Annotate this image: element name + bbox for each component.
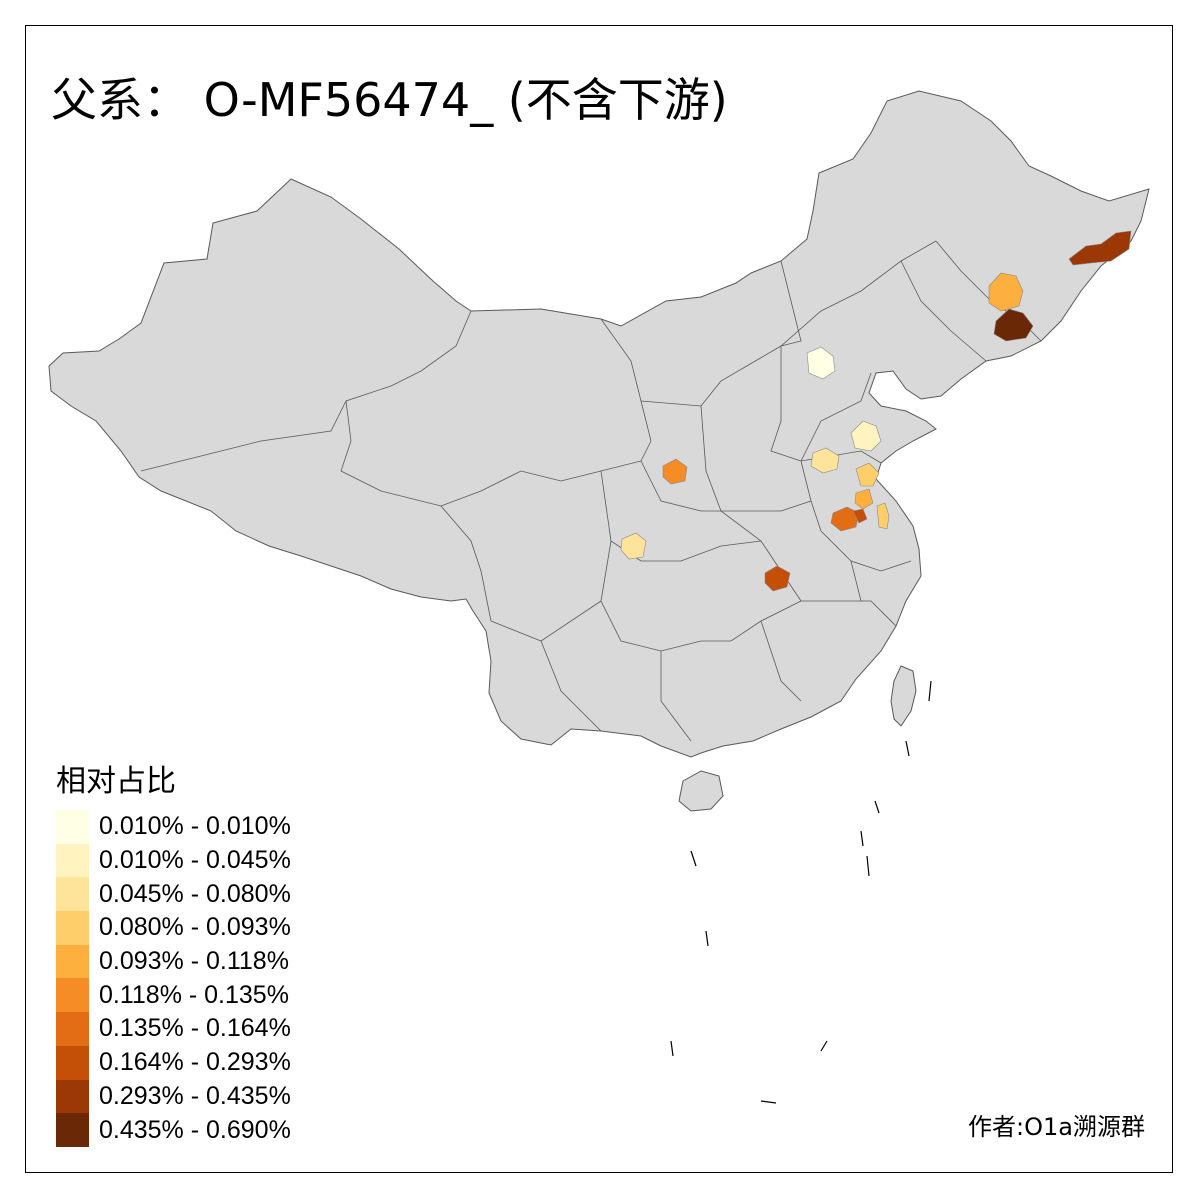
legend: 相对占比 0.010% - 0.010% 0.010% - 0.045% 0.045… [56, 756, 291, 1147]
region-shandong-liaocheng [810, 447, 840, 474]
legend-item: 0.435% - 0.690% [56, 1113, 291, 1147]
hainan [678, 770, 724, 812]
legend-label: 0.135% - 0.164% [99, 1014, 291, 1043]
legend-swatch [56, 877, 89, 912]
region-jiangsu-yangzhou [876, 502, 890, 530]
legend-item: 0.010% - 0.045% [56, 843, 291, 878]
legend-item: 0.135% - 0.164% [56, 1012, 291, 1046]
legend-swatch [56, 1012, 89, 1046]
author-credit: 作者:O1a溯源群 [968, 1113, 1145, 1141]
south-sea-islands [670, 680, 932, 1104]
legend-swatch [56, 1113, 89, 1147]
legend-swatch [56, 810, 89, 844]
legend-item: 0.093% - 0.118% [56, 944, 291, 979]
region-anhui-huaibei [852, 508, 868, 524]
legend-swatch [56, 978, 89, 1013]
legend-item: 0.045% - 0.080% [56, 877, 291, 912]
legend-label: 0.010% - 0.045% [99, 846, 291, 875]
region-jiangsu-xuzhou [855, 462, 880, 487]
legend-label: 0.164% - 0.293% [99, 1048, 291, 1077]
legend-label: 0.435% - 0.690% [99, 1115, 291, 1144]
legend-item: 0.010% - 0.010% [56, 810, 291, 844]
legend-item: 0.164% - 0.293% [56, 1045, 291, 1080]
region-anhui-bengbu [830, 506, 860, 532]
mainland-outline [48, 90, 1150, 758]
legend-swatch [56, 843, 89, 878]
region-shandong-jinan [850, 420, 882, 452]
region-jiangsu-suqian [854, 488, 874, 510]
legend-swatch [56, 1079, 89, 1114]
taiwan [890, 665, 917, 727]
legend-swatch [56, 944, 89, 979]
legend-label: 0.045% - 0.080% [99, 879, 291, 908]
legend-label: 0.118% - 0.135% [99, 980, 289, 1009]
region-jilin-center [988, 272, 1024, 312]
region-yanbian-south [993, 308, 1034, 342]
map-title: 父系： O-MF56474_ (不含下游) [51, 73, 728, 127]
region-hubei-xiaogan [764, 565, 791, 592]
legend-label: 0.010% - 0.010% [99, 812, 291, 841]
region-sichuan-nanchong [620, 532, 647, 560]
region-beijing [806, 346, 836, 380]
legend-swatch [56, 1045, 89, 1080]
legend-item: 0.118% - 0.135% [56, 978, 291, 1013]
region-yanbian-east [1068, 230, 1132, 266]
legend-item: 0.293% - 0.435% [56, 1079, 291, 1114]
legend-label: 0.080% - 0.093% [99, 913, 291, 942]
legend-items: 0.010% - 0.010% 0.010% - 0.045% 0.045% - 0… [56, 810, 291, 1147]
legend-label: 0.293% - 0.435% [99, 1081, 291, 1110]
legend-item: 0.080% - 0.093% [56, 911, 291, 945]
legend-label: 0.093% - 0.118% [99, 947, 289, 976]
legend-title: 相对占比 [56, 764, 176, 799]
legend-swatch [56, 911, 89, 945]
map-frame: 父系： O-MF56474_ (不含下游) 相对占比 0.010% - 0.01… [25, 25, 1173, 1173]
region-shaanxi-yanan [662, 458, 688, 485]
china-map [48, 90, 1150, 1104]
